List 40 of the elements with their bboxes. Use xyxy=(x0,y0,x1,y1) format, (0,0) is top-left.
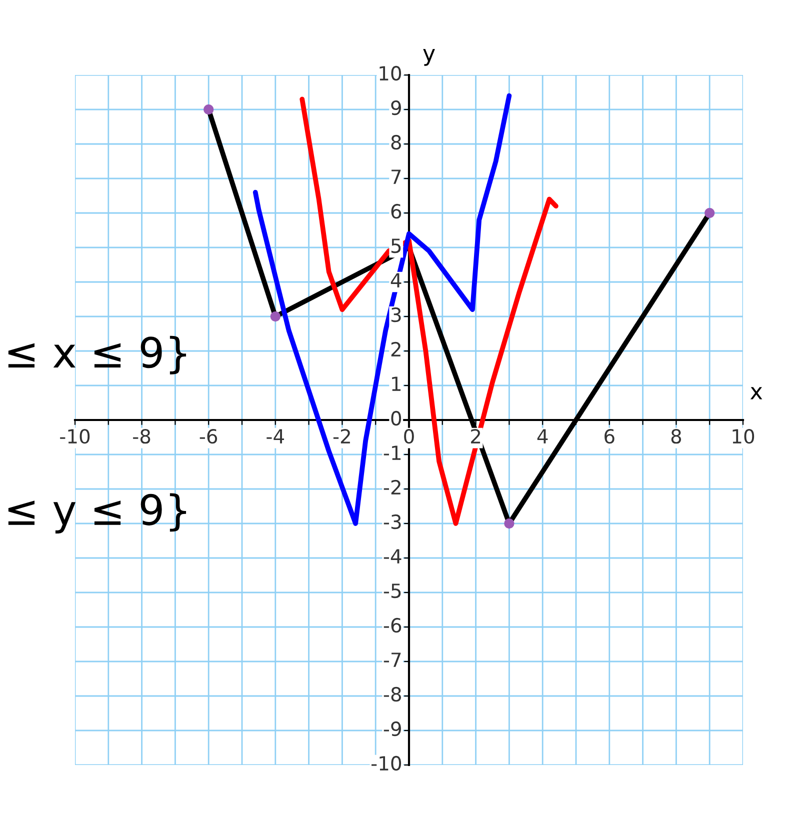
y-tick-label: 1 xyxy=(392,376,401,391)
y-axis-title: y xyxy=(423,49,435,66)
y-tick-label: -4 xyxy=(384,549,402,564)
x-tick-label: -8 xyxy=(133,428,150,444)
x-tick-label: -10 xyxy=(60,428,90,444)
y-tick-label: 0 xyxy=(391,410,402,426)
y-tick-label: -2 xyxy=(384,480,400,494)
x-tick-label: -2 xyxy=(333,428,350,444)
x-tick-label: 0 xyxy=(404,428,414,444)
x-axis-title: x xyxy=(750,387,762,400)
y-tick-label: -5 xyxy=(384,584,401,598)
point xyxy=(270,311,280,322)
x-tick-label: 8 xyxy=(671,428,682,444)
y-tick-label: -8 xyxy=(384,686,401,702)
point xyxy=(504,518,514,529)
y-tick-label: 4 xyxy=(390,273,402,288)
x-tick-label: -4 xyxy=(266,429,284,444)
x-tick-label: 6 xyxy=(604,428,614,444)
point xyxy=(704,208,715,218)
y-tick-label: -7 xyxy=(384,652,401,667)
point xyxy=(204,104,214,115)
y-tick-label: 6 xyxy=(391,204,402,219)
y-tick-label: 9 xyxy=(391,100,401,116)
y-tick-label: -9 xyxy=(384,721,401,736)
x-tick-label: 10 xyxy=(732,428,754,444)
y-tick-label: -1 xyxy=(384,446,401,460)
y-tick-label: 2 xyxy=(391,342,400,356)
y-tick-label: -10 xyxy=(372,756,402,771)
x-tick-label: 2 xyxy=(471,428,480,444)
annotation: ≤ y ≤ 9} xyxy=(8,493,186,534)
x-tick-label: -6 xyxy=(200,428,218,444)
y-tick-label: 5 xyxy=(391,238,401,254)
x-tick-label: 4 xyxy=(537,429,548,444)
y-tick-label: -3 xyxy=(384,514,401,530)
y-tick-label: 10 xyxy=(380,66,402,81)
y-tick-label: 7 xyxy=(392,170,401,184)
y-tick-label: -6 xyxy=(384,618,402,633)
annotation: ≤ x ≤ 9} xyxy=(8,336,186,374)
y-tick-label: 3 xyxy=(391,307,401,322)
y-tick-label: 8 xyxy=(391,134,401,150)
